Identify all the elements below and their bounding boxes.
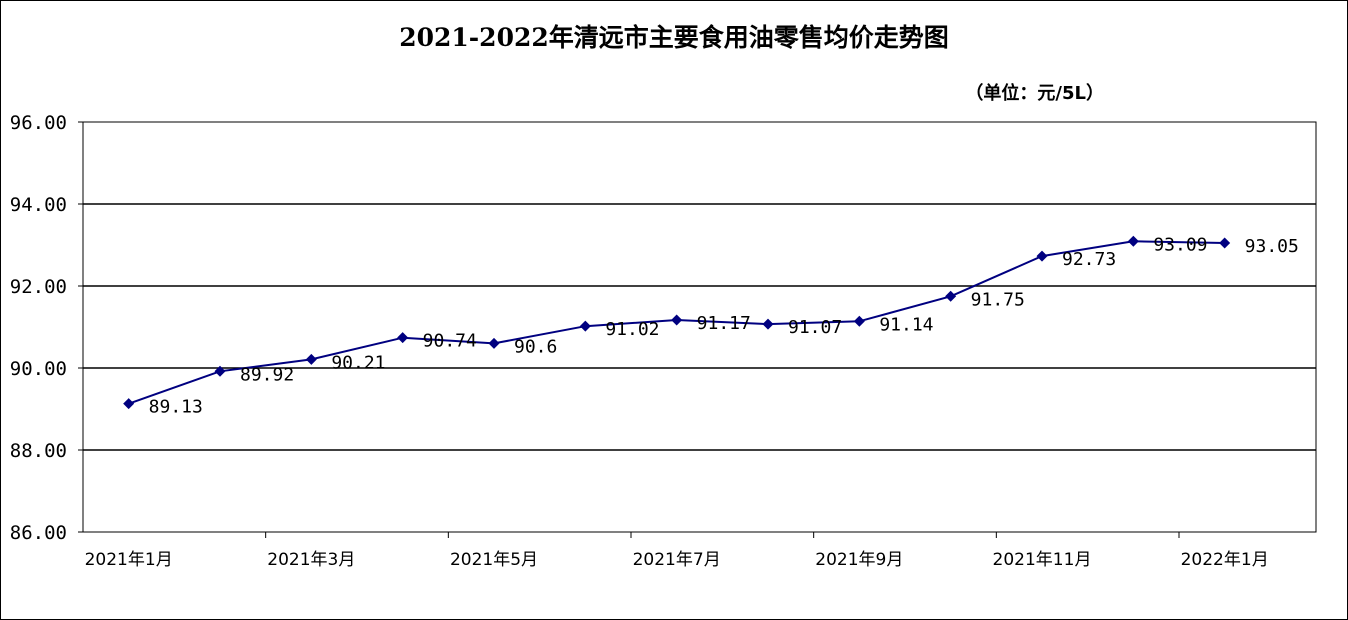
y-tick-label: 88.00 — [10, 440, 67, 462]
data-label: 91.14 — [879, 314, 933, 335]
x-tick-label: 2021年3月 — [267, 550, 355, 570]
x-tick-label: 2021年11月 — [993, 550, 1092, 570]
y-tick-label: 92.00 — [10, 276, 67, 298]
data-label: 91.07 — [788, 317, 842, 338]
data-point-marker — [945, 290, 957, 302]
data-label: 92.73 — [1062, 249, 1116, 270]
data-point-marker — [123, 398, 135, 410]
data-label: 90.74 — [423, 331, 477, 352]
y-tick-label: 90.00 — [10, 358, 67, 380]
data-label: 90.21 — [331, 352, 385, 373]
data-point-marker — [214, 365, 226, 377]
x-tick-label: 2021年5月 — [450, 550, 538, 570]
data-label: 89.92 — [240, 364, 294, 385]
data-label: 91.17 — [697, 313, 751, 334]
data-point-marker — [397, 332, 409, 344]
y-tick-label: 96.00 — [10, 112, 67, 134]
y-tick-label: 86.00 — [10, 522, 67, 544]
data-label: 91.75 — [971, 289, 1025, 310]
data-point-marker — [762, 318, 774, 330]
data-label: 93.09 — [1153, 234, 1207, 255]
data-point-marker — [1127, 235, 1139, 247]
y-tick-label: 94.00 — [10, 194, 67, 216]
data-point-marker — [488, 337, 500, 349]
x-tick-label: 2021年7月 — [633, 550, 721, 570]
data-point-marker — [853, 315, 865, 327]
data-point-marker — [671, 314, 683, 326]
data-label: 89.13 — [149, 397, 203, 418]
data-label: 90.6 — [514, 336, 557, 357]
data-label: 93.05 — [1245, 236, 1299, 257]
x-tick-label: 2021年1月 — [85, 550, 173, 570]
data-label: 91.02 — [605, 319, 659, 340]
x-tick-label: 2022年1月 — [1181, 550, 1269, 570]
data-point-marker — [1219, 237, 1231, 249]
data-point-marker — [1036, 250, 1048, 262]
data-point-marker — [305, 353, 317, 365]
unit-label: （单位：元/5L） — [965, 83, 1104, 104]
chart-title: 2021-2022年清远市主要食用油零售均价走势图 — [399, 23, 949, 52]
plot-area — [82, 121, 1317, 533]
x-tick-label: 2021年9月 — [815, 550, 903, 570]
data-point-marker — [579, 320, 591, 332]
